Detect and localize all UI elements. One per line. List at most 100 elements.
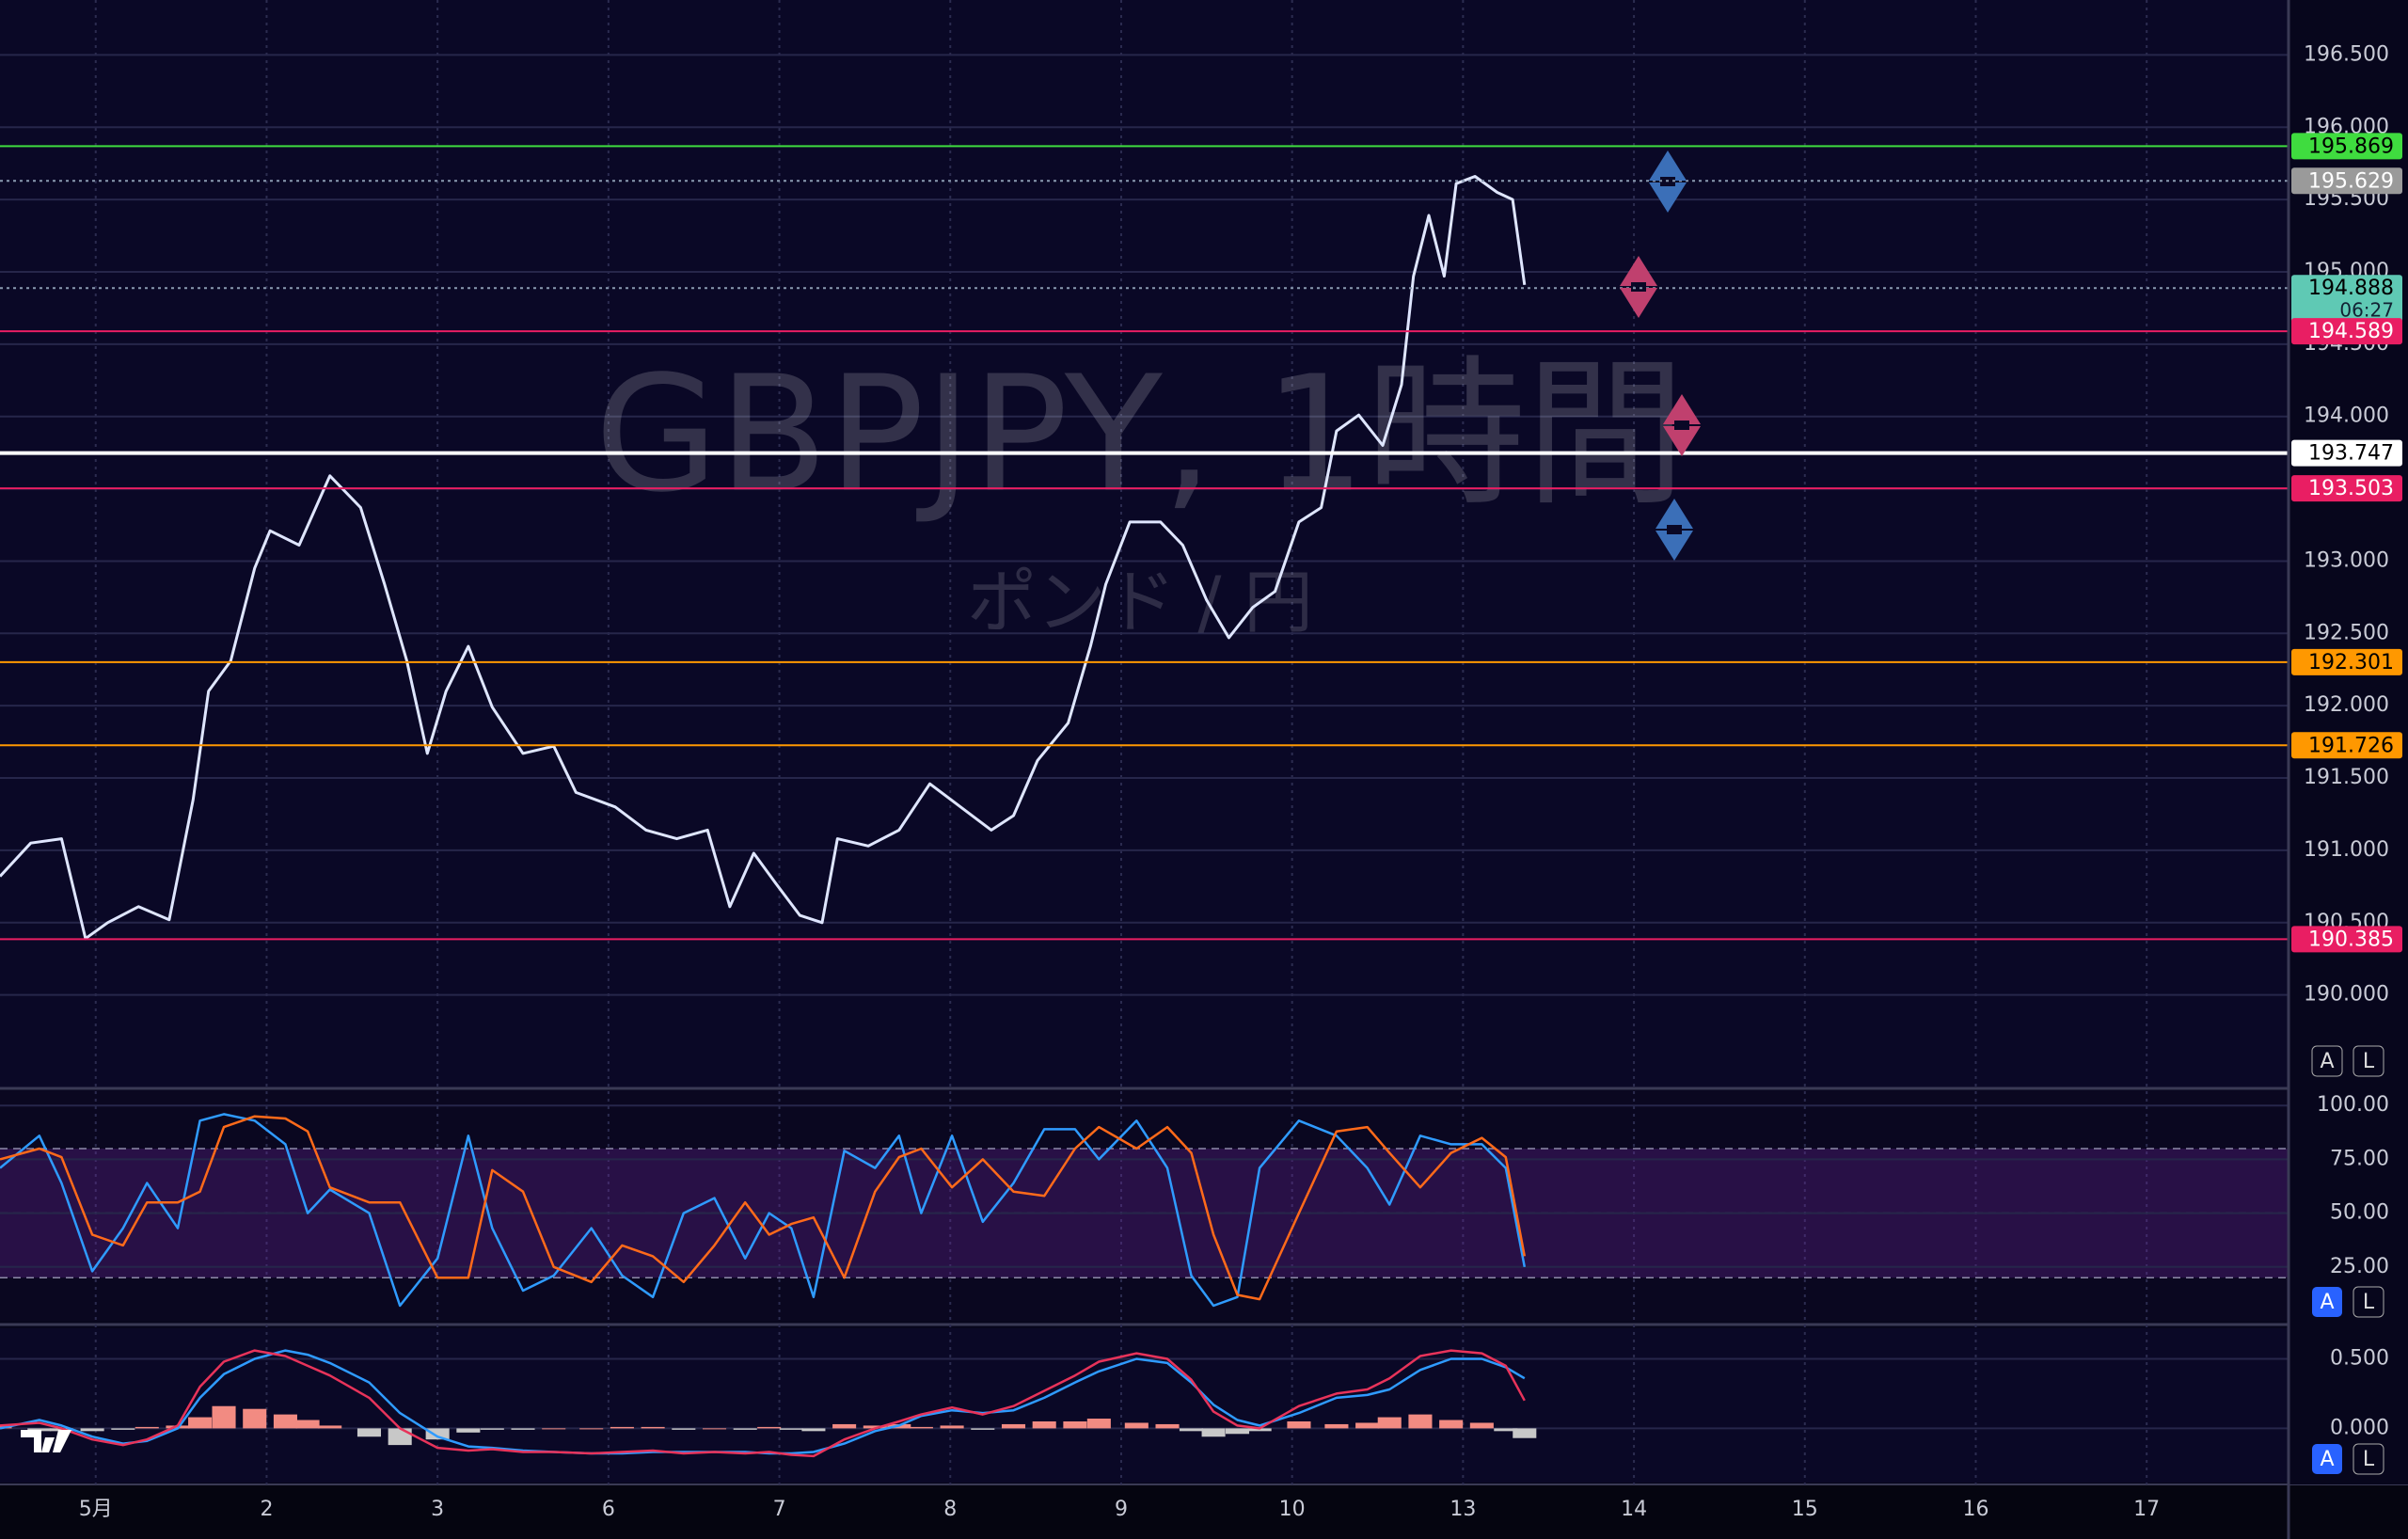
button-label: A	[2320, 1050, 2334, 1073]
price-label: 194.888	[2308, 277, 2394, 300]
button-label: L	[2363, 1291, 2375, 1314]
watermark-symbol: GBPJPY, 1時間	[594, 341, 1686, 528]
histogram-bar	[1494, 1428, 1518, 1432]
histogram-bar	[1086, 1419, 1111, 1429]
stoch-panel-bg	[0, 1090, 2289, 1321]
histogram-bar	[641, 1426, 665, 1429]
histogram-bar	[1513, 1428, 1537, 1438]
macd-panel-bg	[0, 1328, 2289, 1483]
histogram-bar	[1201, 1428, 1226, 1437]
countdown: 06:27	[2339, 299, 2394, 322]
price-label-bg	[2291, 732, 2402, 759]
histogram-bar	[733, 1428, 757, 1430]
histogram-bar	[1032, 1420, 1056, 1429]
y-tick-label: 192.500	[2304, 621, 2389, 644]
y-tick-label: 25.00	[2330, 1255, 2389, 1278]
x-tick-label: 8	[943, 1498, 957, 1521]
histogram-bar	[273, 1414, 297, 1429]
price-label: 195.869	[2308, 135, 2394, 158]
price-label-bg	[2291, 648, 2402, 675]
log-button[interactable]	[2353, 1045, 2384, 1077]
log-button[interactable]	[2353, 1443, 2384, 1475]
y-tick-label: 192.000	[2304, 693, 2389, 717]
line-series	[0, 1349, 1526, 1458]
price-label-bg	[2291, 275, 2402, 325]
arrow	[1620, 256, 1657, 318]
histogram-bar	[80, 1428, 104, 1432]
auto-button[interactable]	[2312, 1287, 2342, 1317]
histogram-bar	[27, 1428, 52, 1432]
histogram-bar	[511, 1428, 535, 1430]
histogram-bar	[480, 1428, 504, 1430]
price-label: 192.301	[2308, 651, 2394, 674]
y-tick-label: 196.500	[2304, 42, 2389, 66]
histogram-bar	[1247, 1428, 1272, 1432]
line-series	[0, 175, 1527, 941]
x-tick-label: 2	[260, 1498, 273, 1521]
x-tick-label: 13	[1450, 1498, 1476, 1521]
grid	[0, 0, 2289, 1484]
histogram-bar	[356, 1428, 382, 1437]
x-tick-label: 5月	[79, 1498, 113, 1521]
histogram-bar	[702, 1428, 727, 1430]
histogram-bar	[801, 1428, 826, 1432]
histogram-bar	[832, 1423, 857, 1429]
y-tick-label: 75.00	[2330, 1147, 2389, 1170]
histogram-bar	[1155, 1423, 1180, 1429]
y-tick-label: 190.000	[2304, 983, 2389, 1007]
histogram-bar	[1324, 1423, 1349, 1429]
x-tick-label: 10	[1279, 1498, 1306, 1521]
price-label-bg	[2291, 926, 2402, 953]
auto-button[interactable]	[2312, 1444, 2342, 1474]
price-label: 193.747	[2308, 442, 2394, 466]
price-label: 191.726	[2308, 734, 2394, 757]
arrow	[1656, 499, 1693, 561]
x-tick-label: 3	[431, 1498, 444, 1521]
histogram-bar	[940, 1425, 964, 1429]
histogram-bar	[1287, 1420, 1311, 1429]
histogram-bar	[909, 1426, 933, 1429]
histogram-bar	[49, 1428, 73, 1432]
button-label: A	[2320, 1448, 2334, 1471]
y-tick-label: 0.500	[2330, 1347, 2389, 1371]
histogram-bar	[425, 1428, 450, 1440]
price-label-bg	[2291, 167, 2402, 195]
marks	[0, 145, 2289, 1458]
histogram-bar	[318, 1425, 342, 1429]
histogram-bar	[1408, 1414, 1433, 1429]
button-label: L	[2363, 1448, 2375, 1471]
histogram-bar	[542, 1428, 566, 1430]
x-tick-label: 17	[2133, 1498, 2160, 1521]
price-label-bg	[2291, 475, 2402, 502]
y-tick-label: 100.00	[2317, 1093, 2389, 1117]
histogram-bar	[111, 1428, 135, 1430]
histogram-bar	[1124, 1422, 1149, 1429]
y-tick-label: 191.000	[2304, 838, 2389, 862]
price-label-bg	[2291, 439, 2402, 467]
price-panel-bg	[0, 0, 2289, 1087]
histogram-bar	[1179, 1428, 1204, 1432]
log-button[interactable]	[2353, 1286, 2384, 1318]
button-label: A	[2320, 1291, 2334, 1314]
histogram-bar	[1469, 1422, 1494, 1429]
histogram-bar	[135, 1426, 159, 1429]
y-tick-label: 0.000	[2330, 1416, 2389, 1439]
x-tick-label: 16	[1962, 1498, 1988, 1521]
arrow	[1649, 151, 1687, 213]
arrows	[1620, 151, 1701, 561]
time-axis-bg	[0, 1484, 2408, 1539]
scale-buttons[interactable]: A L A L A L	[2311, 1045, 2384, 1475]
x-tick-label: 6	[602, 1498, 615, 1521]
histogram-bar	[456, 1428, 481, 1433]
price-label: 195.629	[2308, 169, 2394, 193]
auto-button[interactable]	[2311, 1045, 2343, 1077]
histogram-bar	[610, 1426, 634, 1429]
histogram-bar	[1001, 1423, 1026, 1429]
histogram-bar	[295, 1420, 320, 1429]
arrow	[1663, 394, 1701, 456]
histogram-bar	[971, 1428, 995, 1430]
histogram-bar	[863, 1425, 887, 1429]
y-tick-label: 191.500	[2304, 766, 2389, 789]
